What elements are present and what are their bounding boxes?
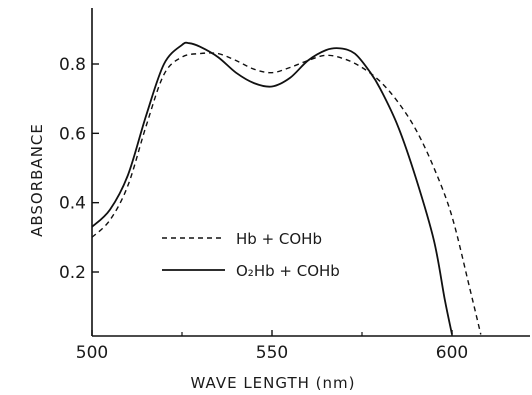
y-axis-label: ABSORBANCE — [28, 123, 46, 237]
legend: Hb + COHb O₂Hb + COHb — [162, 230, 340, 280]
x-tick-label: 500 — [76, 343, 108, 363]
x-tick-label: 550 — [256, 343, 288, 363]
y-ticks: 0.2 0.4 0.6 0.8 — [59, 55, 99, 283]
series-line-hb-cohb — [91, 52, 482, 335]
axes — [91, 8, 530, 337]
y-tick-label: 0.2 — [59, 263, 86, 283]
y-tick-label: 0.8 — [59, 55, 86, 75]
legend-label: Hb + COHb — [236, 230, 322, 248]
x-tick-label: 600 — [436, 343, 468, 363]
y-tick-label: 0.4 — [59, 194, 86, 214]
series-line-o2hb-cohb — [91, 41, 453, 335]
y-tick-label: 0.6 — [59, 124, 86, 144]
x-ticks: 500 550 600 — [76, 330, 468, 363]
x-axis-label: WAVE LENGTH (nm) — [191, 374, 356, 392]
series-layer — [91, 41, 482, 335]
legend-label: O₂Hb + COHb — [236, 262, 340, 280]
